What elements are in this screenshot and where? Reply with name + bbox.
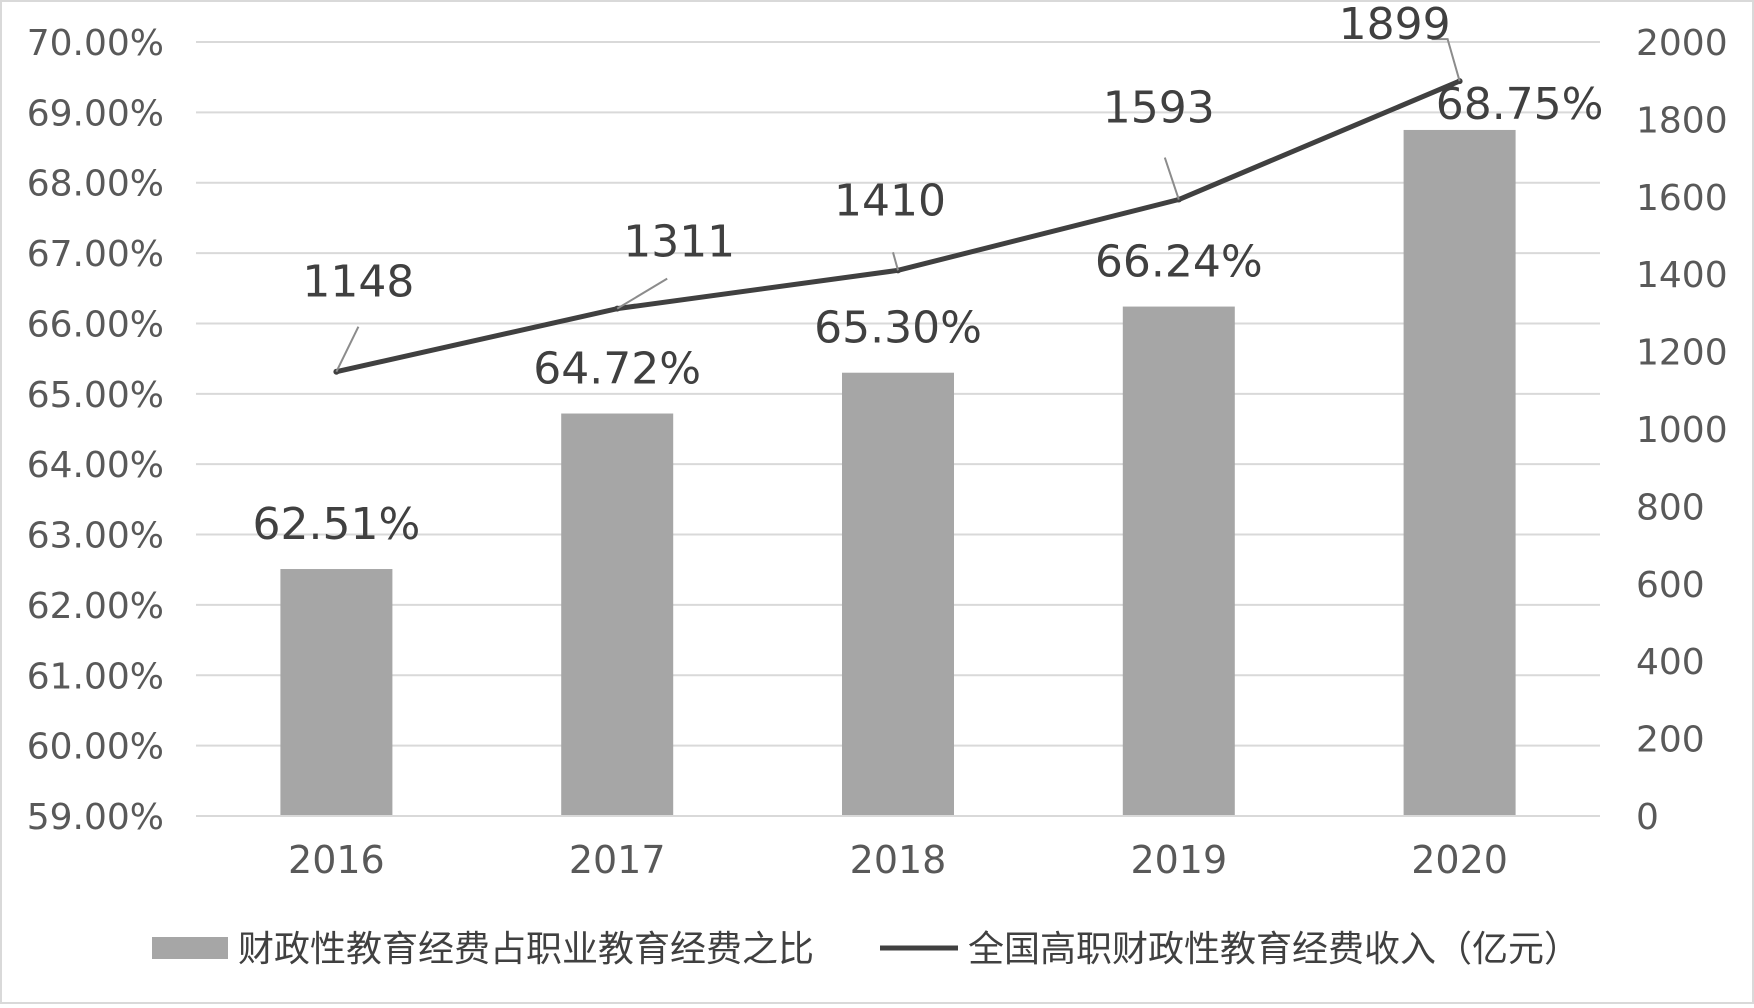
line-data-label: 1410 <box>834 175 946 226</box>
data-labels: 62.51% 64.72% 65.30% 66.24% 68.75% 1148 1311 14… <box>253 0 1604 550</box>
y-right-tick-label: 1200 <box>1636 333 1728 374</box>
leader-line <box>616 277 668 310</box>
leader-line <box>335 326 360 373</box>
line-data-label: 1593 <box>1103 83 1215 134</box>
y-left-tick-label: 62.00% <box>27 586 164 627</box>
y-left-tick-label: 67.00% <box>27 234 164 275</box>
x-tick-label: 2020 <box>1411 838 1508 882</box>
bar <box>842 372 954 816</box>
bar <box>1122 306 1235 816</box>
legend-bar-swatch <box>152 937 228 959</box>
bar-data-label: 64.72% <box>533 344 701 395</box>
line-data-label: 1899 <box>1339 0 1451 50</box>
line-data-label: 1311 <box>623 217 735 268</box>
y-right-tick-label: 1800 <box>1636 100 1728 141</box>
y-left-tick-label: 59.00% <box>27 797 164 838</box>
y-left-tick-label: 69.00% <box>27 93 164 134</box>
y-right-tick-label: 1600 <box>1636 178 1728 219</box>
y-right-tick-label: 0 <box>1636 797 1659 838</box>
legend: 财政性教育经费占职业教育经费之比 全国高职财政性教育经费收入（亿元） <box>152 929 1580 970</box>
y-left-tick-label: 65.00% <box>27 375 164 416</box>
x-tick-label: 2016 <box>288 838 385 882</box>
y-right-tick-label: 800 <box>1636 487 1705 528</box>
y-left-tick-label: 61.00% <box>27 656 164 697</box>
y-left-tick-label: 70.00% <box>27 23 164 64</box>
y-right-tick-label: 1000 <box>1636 410 1728 451</box>
y-right-tick-label: 1400 <box>1636 255 1728 296</box>
y-left-tick-label: 64.00% <box>27 445 164 486</box>
bar <box>280 569 393 816</box>
y-right-tick-label: 400 <box>1636 642 1705 683</box>
bar-series <box>280 129 1516 817</box>
y-left-tick-label: 60.00% <box>27 727 164 768</box>
y-right-tick-label: 2000 <box>1636 23 1728 64</box>
axes: 59.00% 60.00% 61.00% 62.00% 63.00% 64.00% 65.0… <box>27 23 1728 882</box>
y-right-tick-label: 200 <box>1636 720 1705 761</box>
bar <box>1403 129 1516 817</box>
y-right-tick-label: 600 <box>1636 565 1705 606</box>
leader-line <box>1431 38 1461 82</box>
legend-line-label: 全国高职财政性教育经费收入（亿元） <box>968 929 1580 970</box>
legend-bar-label: 财政性教育经费占职业教育经费之比 <box>238 929 814 970</box>
bar-data-label: 65.30% <box>814 303 982 354</box>
leader-line <box>1163 157 1180 200</box>
bar <box>561 413 674 816</box>
x-tick-label: 2017 <box>569 838 666 882</box>
x-tick-label: 2018 <box>850 838 947 882</box>
y-left-tick-label: 68.00% <box>27 164 164 205</box>
line-data-label: 1148 <box>302 257 414 308</box>
bar-data-label: 68.75% <box>1436 79 1604 130</box>
y-left-tick-label: 63.00% <box>27 516 164 557</box>
bar-data-label: 62.51% <box>253 499 421 550</box>
bar-data-label: 66.24% <box>1095 237 1263 288</box>
y-left-tick-label: 66.00% <box>27 304 164 345</box>
x-tick-label: 2019 <box>1130 838 1227 882</box>
leader-line <box>892 252 899 271</box>
